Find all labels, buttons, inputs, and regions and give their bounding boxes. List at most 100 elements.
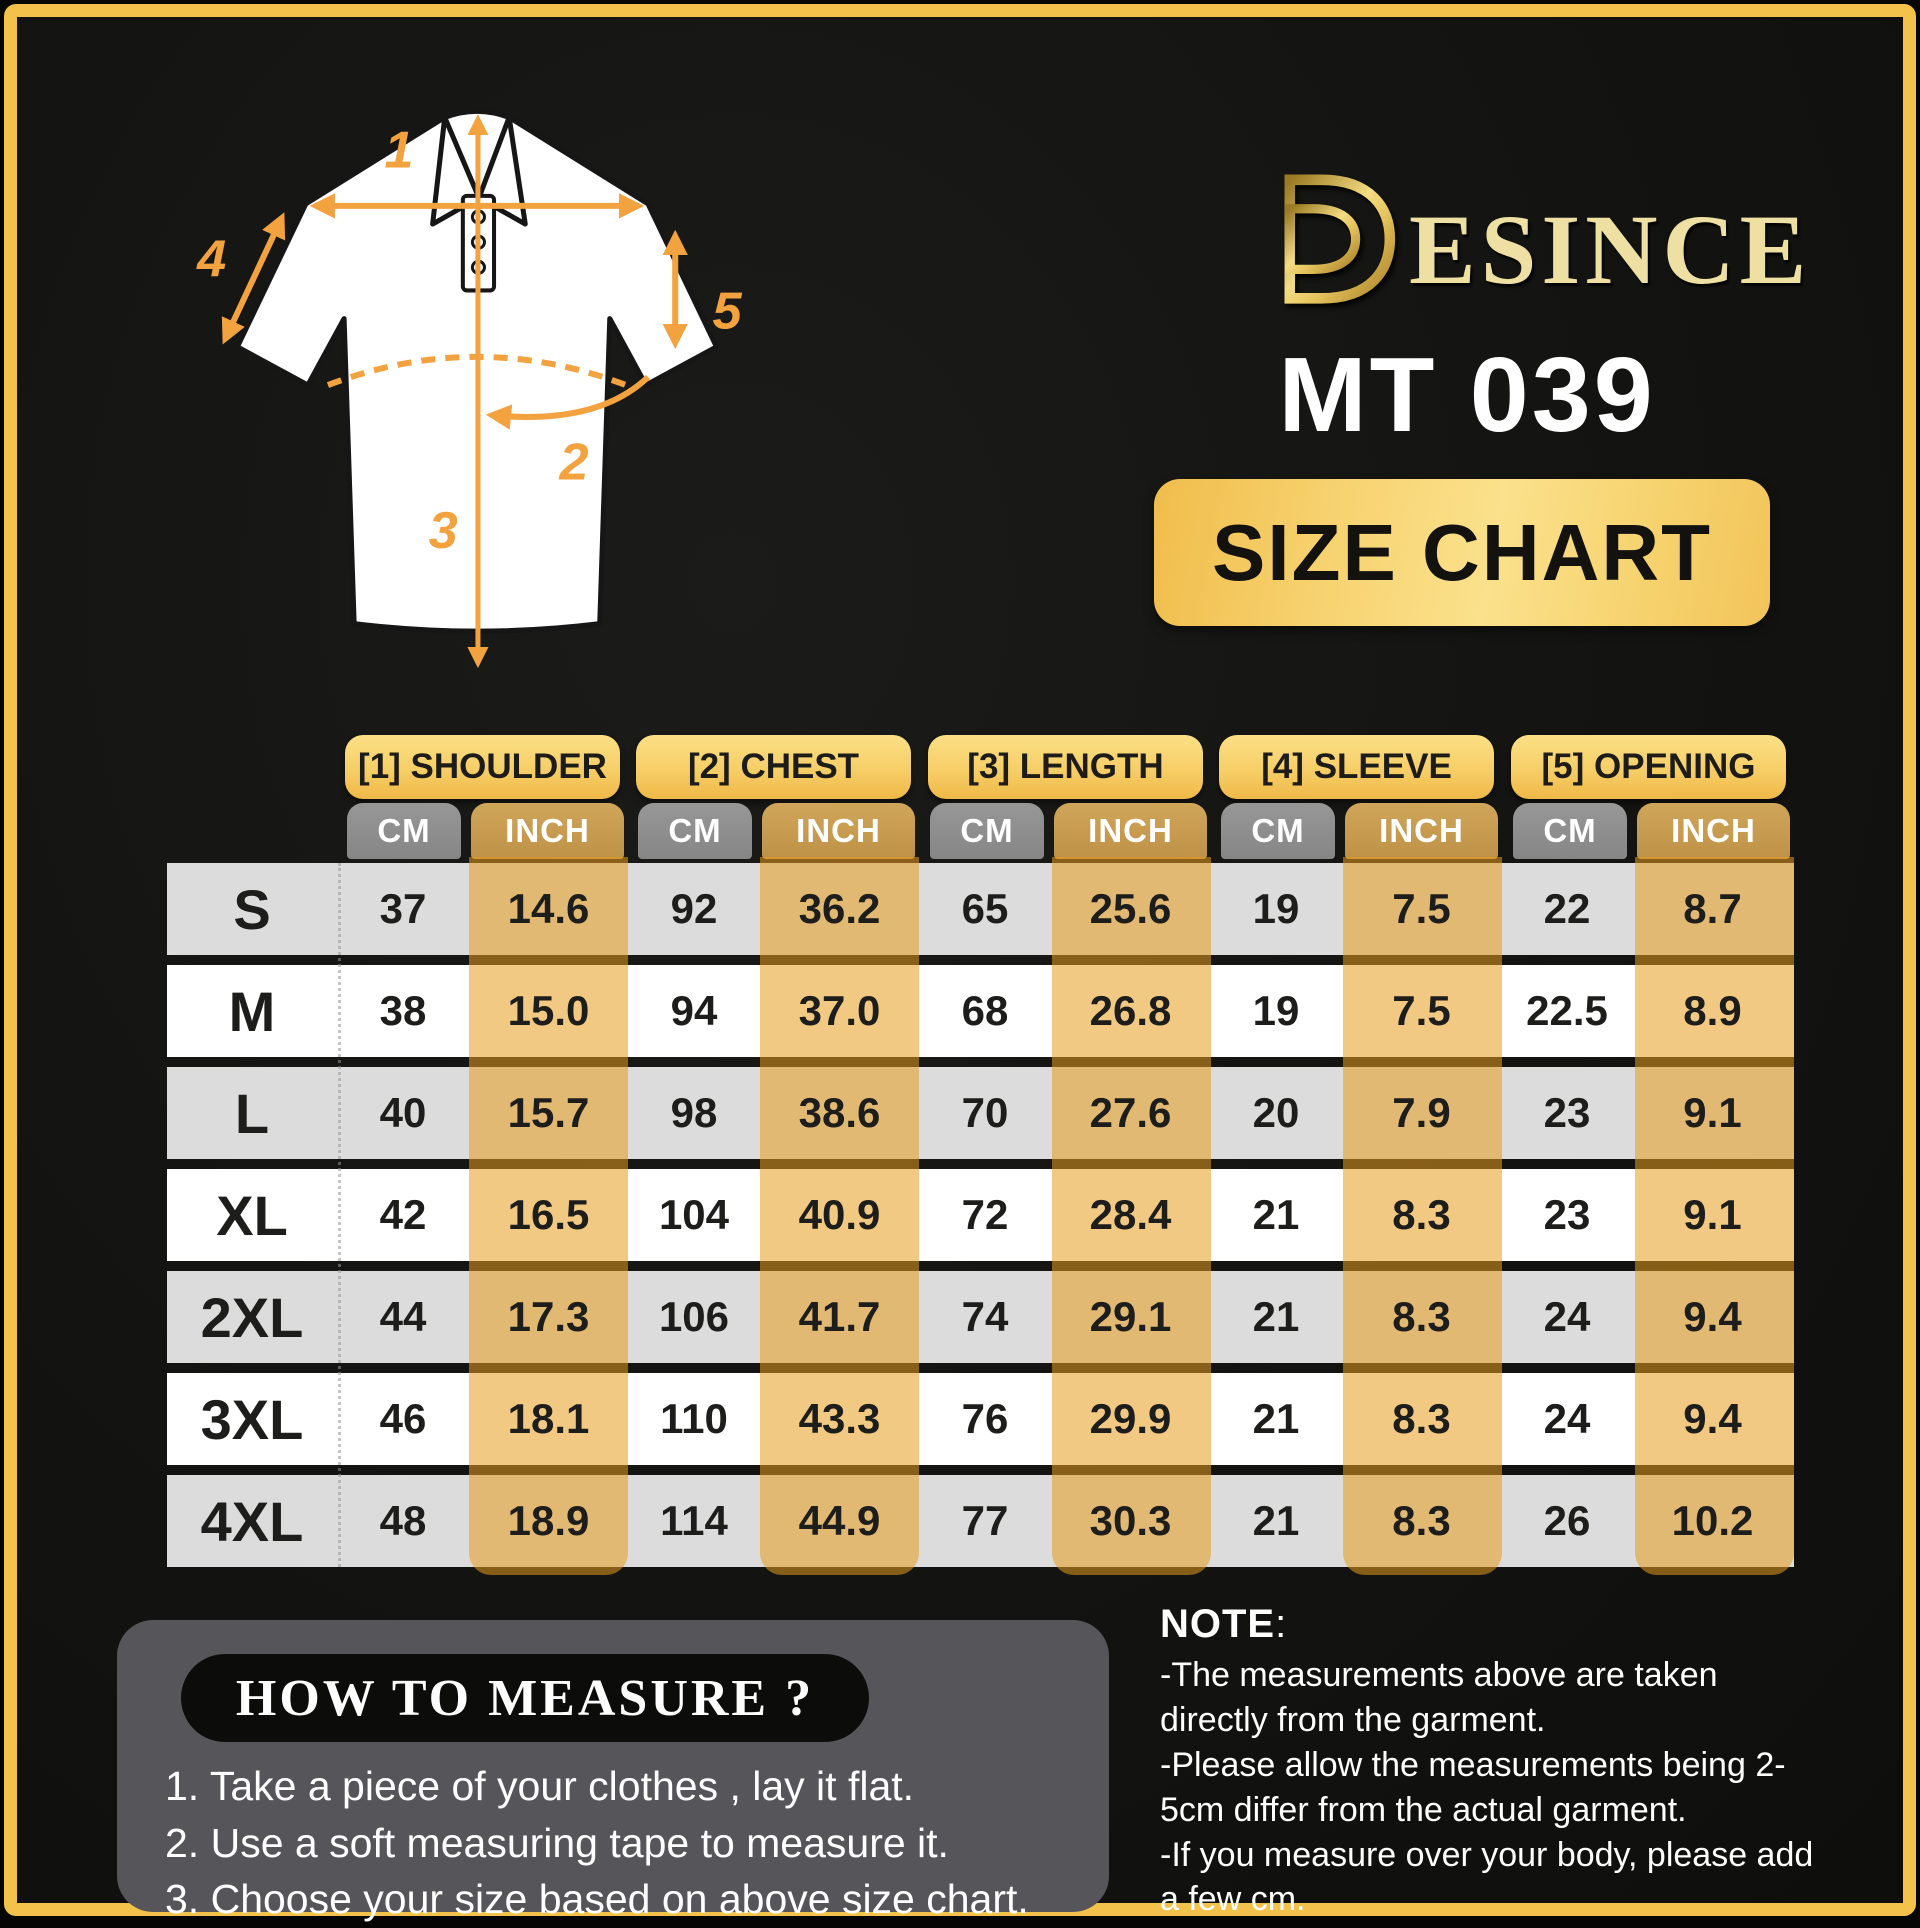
size-label: XL	[216, 1183, 288, 1247]
inch-value: 41.7	[798, 1293, 881, 1340]
unit-header-label: INCH	[505, 812, 590, 849]
cm-value: 38	[379, 987, 427, 1034]
cm-value: 21	[1252, 1497, 1300, 1544]
unit-header-inch: INCH	[1054, 803, 1207, 859]
diagram-label-1: 1	[384, 122, 413, 180]
unit-header-label: CM	[960, 812, 1014, 849]
section-header-label: [4] SLEEVE	[1261, 747, 1452, 786]
note-lines: -The measurements above are taken direct…	[1160, 1653, 1832, 1922]
cm-value: 70	[961, 1089, 1009, 1136]
chest-ellipse-dashed	[326, 353, 627, 388]
unit-header-inch: INCH	[1637, 803, 1790, 859]
diagram-label-5: 5	[712, 283, 742, 341]
inch-value: 8.3	[1392, 1395, 1451, 1442]
inch-value: 15.7	[507, 1089, 590, 1136]
cm-value: 19	[1252, 885, 1300, 932]
cm-value: 98	[670, 1089, 718, 1136]
unit-header-cm: CM	[930, 803, 1044, 859]
cm-value: 22	[1543, 885, 1591, 932]
size-label: 4XL	[200, 1489, 304, 1553]
inch-value: 8.3	[1392, 1191, 1451, 1238]
section-header-sleeve: [4] SLEEVE	[1219, 735, 1494, 799]
table-row-4XL: 4XL 48 18.9 114 44.9 77 30.3 21 8.3 26 10.2	[167, 1475, 1794, 1567]
diagram-label-3: 3	[429, 502, 458, 560]
inch-value: 40.9	[798, 1191, 881, 1238]
unit-header-label: INCH	[796, 812, 881, 849]
size-label: S	[233, 877, 271, 941]
note-title-text: NOTE	[1160, 1602, 1276, 1646]
unit-header-label: CM	[668, 812, 722, 849]
cm-value: 76	[961, 1395, 1009, 1442]
section-header-shoulder: [1] SHOULDER	[345, 735, 620, 799]
table-row-S: S 37 14.6 92 36.2 65 25.6 19 7.5 22 8.7	[167, 863, 1794, 955]
table-row-2XL: 2XL 44 17.3 106 41.7 74 29.1 21 8.3 24 9.4	[167, 1271, 1794, 1363]
inch-value: 10.2	[1671, 1497, 1754, 1544]
unit-header-label: INCH	[1379, 812, 1464, 849]
cm-value: 44	[379, 1293, 427, 1340]
brand-logo: ESINCE	[1245, 159, 1811, 327]
note-block: NOTE: -The measurements above are taken …	[1160, 1602, 1832, 1922]
inch-value: 18.9	[507, 1497, 590, 1544]
how-to-measure-title-pill: HOW TO MEASURE ?	[181, 1654, 869, 1742]
table-row-3XL: 3XL 46 18.1 110 43.3 76 29.9 21 8.3 24 9.4	[167, 1373, 1794, 1465]
inch-value: 17.3	[507, 1293, 590, 1340]
chest-arrow	[485, 374, 651, 430]
cm-value: 110	[660, 1395, 728, 1442]
cm-value: 68	[961, 987, 1009, 1034]
section-header-label: [3] LENGTH	[967, 747, 1164, 786]
inch-value: 9.1	[1683, 1089, 1742, 1136]
cm-value: 77	[961, 1497, 1009, 1544]
inch-value: 37.0	[798, 987, 881, 1034]
step-2: 2. Use a soft measuring tape to measure …	[165, 1819, 949, 1866]
size-chart-badge: SIZE CHART	[1154, 479, 1770, 626]
how-to-measure-panel: HOW TO MEASURE ? 1. Take a piece of your…	[117, 1620, 1109, 1922]
section-header-opening: [5] OPENING	[1511, 735, 1786, 799]
unit-header-cm: CM	[347, 803, 461, 859]
inch-value: 27.6	[1089, 1089, 1172, 1136]
inch-value: 8.3	[1392, 1497, 1451, 1544]
diagram-label-4: 4	[196, 230, 226, 288]
inch-value: 44.9	[798, 1497, 881, 1544]
inch-value: 9.4	[1683, 1293, 1742, 1340]
cm-value: 42	[379, 1191, 427, 1238]
unit-header-inch: INCH	[1345, 803, 1498, 859]
inch-column-band	[1343, 857, 1502, 1575]
cm-value: 48	[379, 1497, 427, 1544]
note-line-2: -Please allow the measurements being 2-5…	[1160, 1745, 1786, 1829]
inch-value: 8.9	[1683, 987, 1742, 1034]
inch-column-band	[1052, 857, 1211, 1575]
inch-value: 29.1	[1089, 1293, 1172, 1340]
size-label: 2XL	[200, 1285, 304, 1349]
size-label: 3XL	[200, 1387, 304, 1451]
brand-name: ESINCE	[1409, 194, 1812, 305]
how-to-measure-title: HOW TO MEASURE ?	[235, 1669, 815, 1727]
gold-frame: 1 2 3 4 5 ESINCE MT 039 SIZE CHART	[4, 4, 1916, 1922]
inch-value: 9.1	[1683, 1191, 1742, 1238]
inch-value: 18.1	[507, 1395, 590, 1442]
cm-value: 37	[379, 885, 427, 932]
cm-value: 24	[1543, 1293, 1591, 1340]
cm-value: 104	[658, 1191, 730, 1238]
inch-value: 7.9	[1392, 1089, 1451, 1136]
cm-value: 23	[1543, 1089, 1591, 1136]
model-number: MT 039	[1278, 336, 1656, 454]
diagram-label-2: 2	[558, 434, 588, 492]
step-1: 1. Take a piece of your clothes , lay it…	[165, 1763, 915, 1809]
shirt-measurement-diagram: 1 2 3 4 5	[175, 75, 799, 679]
unit-header-label: CM	[1251, 812, 1305, 849]
section-header-label: [2] CHEST	[687, 747, 860, 786]
inch-value: 25.6	[1089, 885, 1172, 932]
how-to-measure-steps: 1. Take a piece of your clothes , lay it…	[165, 1758, 1075, 1928]
sleeve-arrow	[221, 212, 286, 345]
inch-value: 16.5	[507, 1191, 590, 1238]
cm-value: 74	[961, 1293, 1009, 1340]
unit-header-label: INCH	[1088, 812, 1173, 849]
cm-value: 19	[1252, 987, 1300, 1034]
inch-value: 7.5	[1392, 987, 1451, 1034]
inch-value: 43.3	[798, 1395, 881, 1442]
cm-value: 106	[658, 1293, 730, 1340]
cm-value: 21	[1252, 1293, 1300, 1340]
inch-value: 8.3	[1392, 1293, 1451, 1340]
cm-value: 20	[1252, 1089, 1300, 1136]
cm-value: 114	[660, 1497, 728, 1544]
